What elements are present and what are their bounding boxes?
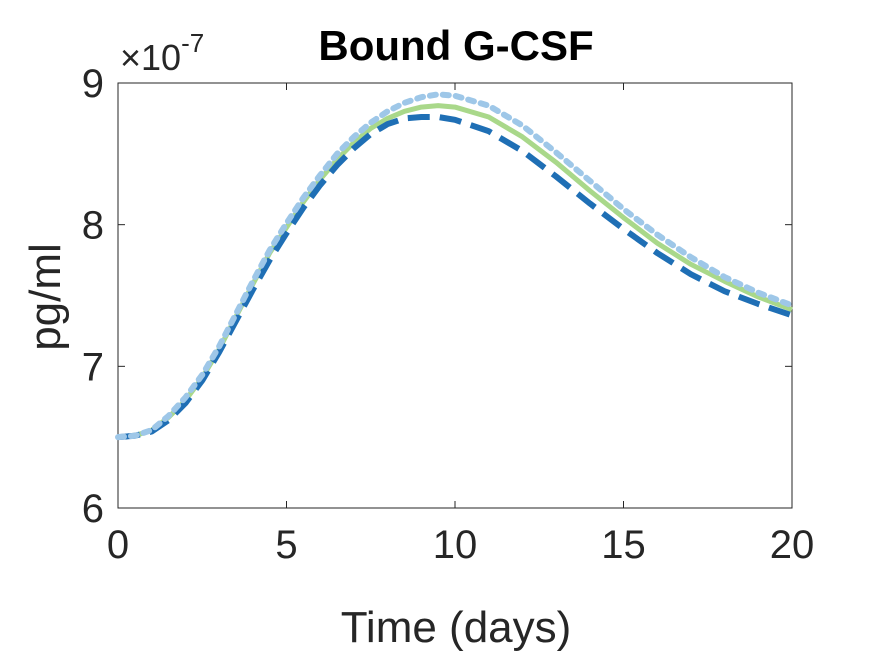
chart-title: Bound G-CSF (318, 22, 593, 69)
x-tick-label: 10 (433, 523, 478, 567)
y-tick-label: 9 (82, 62, 104, 106)
y-multiplier-base: ×10 (120, 37, 181, 78)
y-multiplier: ×10-7 (120, 28, 204, 78)
x-tick-label: 0 (107, 523, 129, 567)
series-line-2 (117, 114, 793, 441)
y-multiplier-exponent: -7 (181, 28, 204, 58)
x-tick-label: 15 (601, 523, 646, 567)
x-tick-label: 20 (770, 523, 815, 567)
plot-area: 0 5 10 15 20 6 7 8 9 (82, 62, 815, 567)
x-axis-label: Time (days) (341, 603, 572, 652)
y-tick-label: 7 (82, 345, 104, 389)
x-tick-label: 5 (275, 523, 297, 567)
y-tick-label: 8 (82, 204, 104, 248)
y-tick-label: 6 (82, 487, 104, 531)
y-axis-label: pg/ml (21, 243, 70, 351)
series-line-3 (115, 91, 795, 441)
